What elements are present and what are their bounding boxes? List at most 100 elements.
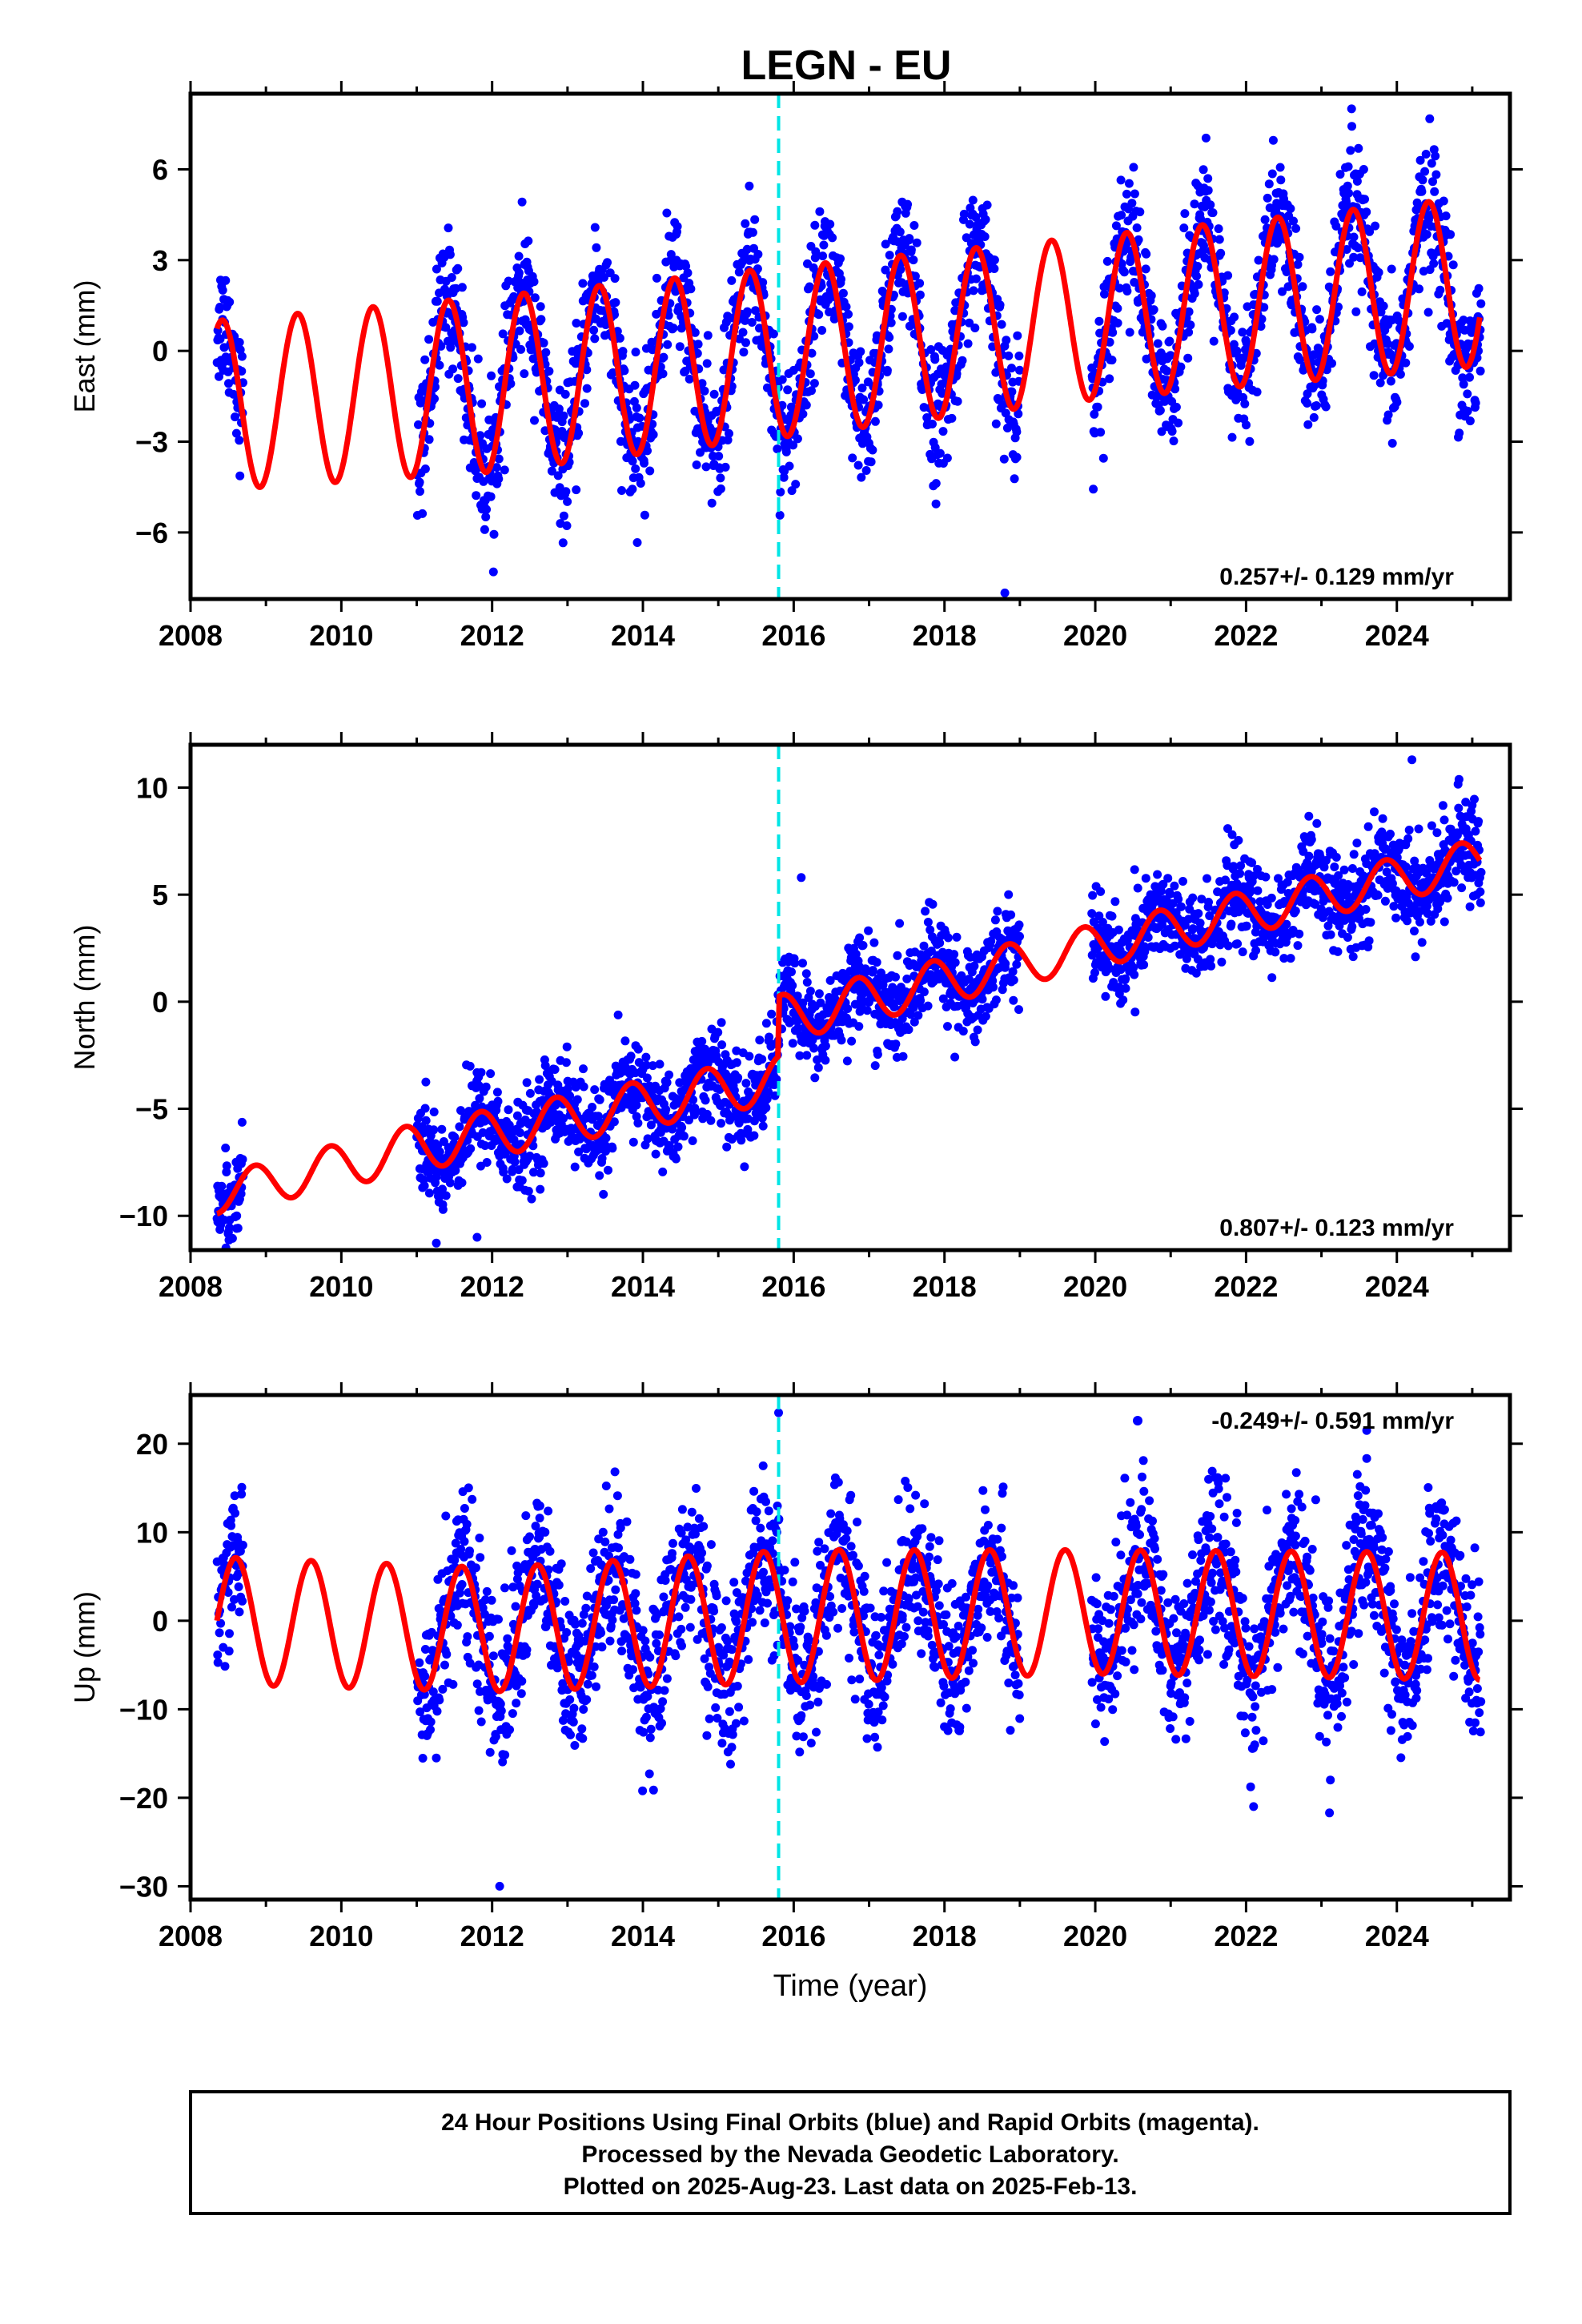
data-point [749,1131,759,1140]
data-point [693,348,702,358]
data-point [472,1679,482,1689]
data-point [1015,931,1024,941]
data-point [608,1144,617,1153]
data-point [717,1119,726,1128]
data-point [631,348,640,357]
data-point [926,947,936,955]
data-point [1263,193,1272,203]
data-points-up [212,1408,1486,1891]
data-point [1430,187,1439,196]
data-point [1326,930,1335,939]
data-point [1149,305,1158,315]
data-point [541,348,551,357]
data-point [1122,189,1131,199]
data-point [560,389,570,399]
data-point [482,1158,492,1167]
data-point [926,345,936,354]
data-point [658,369,668,379]
data-point [1217,957,1227,967]
data-point [1179,223,1189,233]
data-point [1392,397,1402,407]
data-point [655,1059,665,1069]
data-point [1465,372,1474,382]
data-point [885,332,894,342]
data-point [609,1117,619,1127]
data-point [1247,858,1257,867]
data-point [440,1660,449,1670]
data-point [415,1658,424,1667]
y-tick-label: −10 [119,1200,168,1232]
data-point [761,1103,771,1112]
data-point [1435,285,1445,295]
data-point [943,1022,952,1031]
data-point [508,1164,517,1174]
data-point [1344,188,1353,198]
data-point [459,318,468,328]
data-point [816,998,825,1007]
data-point [830,994,840,1003]
data-point [1474,817,1484,826]
data-point [1391,913,1401,923]
data-point [1191,968,1201,978]
data-point [528,1141,538,1151]
data-point [590,223,600,232]
data-point [758,278,768,287]
data-point [1427,159,1436,168]
data-point [1014,352,1024,360]
data-point [1415,155,1425,165]
data-point [1139,960,1149,970]
data-point [990,264,999,273]
data-point [510,1157,520,1167]
data-point [1417,187,1427,196]
data-point [476,1553,485,1562]
x-tick-label: 2016 [761,1270,825,1303]
data-point [229,1252,238,1261]
data-point [1331,853,1341,862]
data-point [742,244,752,254]
data-point [1422,868,1431,878]
data-point [857,384,867,392]
data-point [926,925,935,935]
data-point [893,207,902,216]
x-tick-label: 2024 [1365,1270,1429,1303]
data-point [1116,175,1126,185]
data-point [414,420,423,429]
data-point [758,1121,768,1131]
data-point [980,232,990,241]
data-point [1343,933,1352,942]
data-point [1193,262,1203,271]
data-point [1234,835,1243,845]
data-point [662,1078,672,1088]
data-point [1439,196,1448,206]
data-point [432,296,442,306]
data-point [1203,186,1213,195]
data-point [643,446,652,456]
data-point [592,243,601,252]
data-point [1121,983,1130,993]
data-point [1245,436,1255,446]
data-point [563,497,572,506]
data-point [1142,249,1151,259]
data-point [1383,339,1392,348]
data-point [1203,874,1211,883]
data-point [870,1061,880,1071]
data-point [1130,1007,1140,1017]
data-point [1143,933,1153,942]
data-point [235,338,244,347]
data-point [1286,204,1295,213]
data-point [633,1044,643,1054]
data-point [512,1111,522,1120]
data-point [673,1142,683,1152]
data-point [610,274,620,283]
data-point [1441,211,1451,221]
data-point [615,333,624,343]
data-point [915,290,925,300]
data-point [741,1079,751,1088]
data-point [1370,807,1379,817]
data-point [473,354,483,364]
data-point [869,938,879,947]
data-point [1223,824,1232,834]
data-point [741,316,749,325]
data-point [1184,307,1194,316]
data-point [1090,968,1099,977]
